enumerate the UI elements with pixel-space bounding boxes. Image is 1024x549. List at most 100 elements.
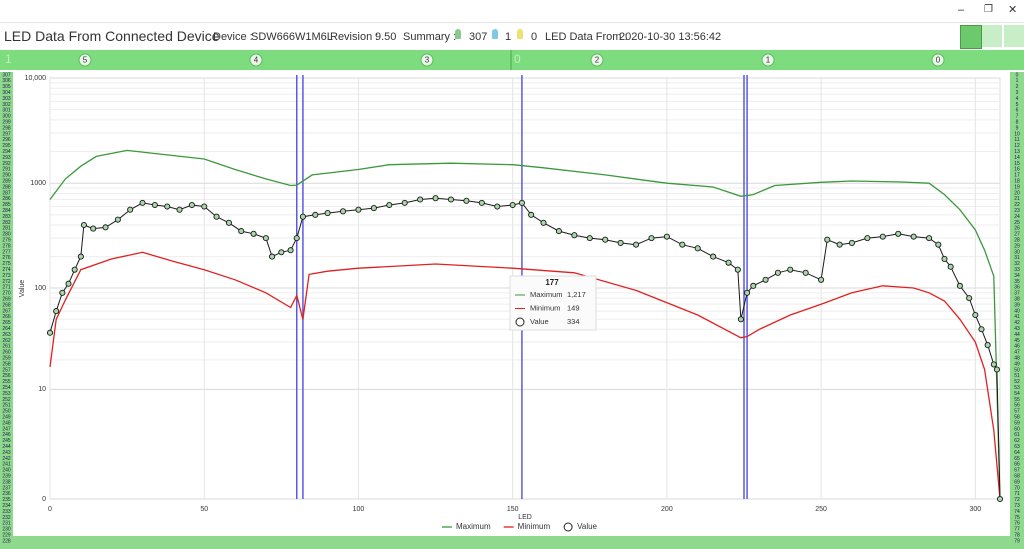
- plot-area: [49, 77, 1001, 500]
- left-strip-label: 229: [2, 533, 11, 539]
- right-strip-label: 34: [1014, 273, 1020, 279]
- tooltip-box: [509, 275, 597, 331]
- left-strip-label: 255: [2, 379, 11, 385]
- left-strip-label: 235: [2, 497, 11, 503]
- section-label: 5: [83, 56, 88, 65]
- left-strip-label: 250: [2, 409, 11, 415]
- series-line: [49, 197, 1001, 500]
- tooltip-value: 149: [567, 303, 580, 312]
- value-point: [225, 219, 232, 226]
- title-bar: – ❐ ✕: [0, 0, 1024, 23]
- right-strip-label: 51: [1014, 373, 1020, 379]
- left-strip-label: 233: [2, 509, 11, 515]
- search-button[interactable]: [1004, 25, 1024, 47]
- right-strip-label: 29: [1014, 243, 1020, 249]
- left-strip-label: 247: [2, 426, 11, 432]
- left-strip-label: 274: [2, 267, 11, 273]
- left-strip-label: 287: [2, 190, 11, 196]
- left-strip-label: 290: [2, 173, 11, 179]
- blue-led-icon: [492, 29, 498, 39]
- right-strip-label: 0: [1016, 72, 1019, 78]
- right-strip-label: 75: [1014, 515, 1020, 521]
- tooltip-name: Value: [530, 317, 549, 326]
- right-strip-label: 44: [1014, 332, 1020, 338]
- value-point: [895, 230, 902, 237]
- section-label: 3: [425, 56, 430, 65]
- left-strip-label: 297: [2, 131, 11, 137]
- value-point: [734, 266, 741, 273]
- right-strip-label: 22: [1014, 202, 1020, 208]
- right-strip-label: 56: [1014, 403, 1020, 409]
- left-strip-label: 300: [2, 114, 11, 120]
- x-axis-label: LED: [518, 514, 532, 521]
- right-strip-label: 46: [1014, 344, 1020, 350]
- value-point: [990, 361, 997, 368]
- x-tick-label: 250: [815, 506, 827, 513]
- right-strip-label: 45: [1014, 338, 1020, 344]
- right-strip-label: 32: [1014, 261, 1020, 267]
- export-button[interactable]: [960, 25, 982, 49]
- left-strip-label: 236: [2, 491, 11, 497]
- value-point: [818, 276, 825, 283]
- value-point: [926, 235, 933, 242]
- section-faded: 1: [5, 52, 12, 66]
- value-point: [312, 211, 319, 218]
- minimize-button[interactable]: –: [958, 4, 965, 16]
- left-strip-label: 283: [2, 214, 11, 220]
- left-strip-label: 248: [2, 420, 11, 426]
- tooltip-name: Minimum: [530, 303, 560, 312]
- value-point: [710, 253, 717, 260]
- left-strip-label: 272: [2, 279, 11, 285]
- value-point: [966, 295, 973, 302]
- legend-label: Minimum: [518, 522, 551, 531]
- right-strip-label: 30: [1014, 249, 1020, 255]
- tooltip-value: 334: [567, 317, 580, 326]
- value-point: [750, 282, 757, 289]
- restore-button[interactable]: ❐: [984, 4, 993, 15]
- left-strip-label: 232: [2, 515, 11, 521]
- right-strip-label: 18: [1014, 179, 1020, 185]
- left-strip-label: 298: [2, 125, 11, 131]
- left-strip-label: 245: [2, 438, 11, 444]
- tooltip: 177 Maximum 1,217 Minimum 149 Value 334: [509, 275, 597, 331]
- value-point: [59, 289, 66, 296]
- x-tick-label: 50: [200, 506, 208, 513]
- from-label: LED Data From :: [545, 31, 628, 43]
- left-strip-label: 271: [2, 285, 11, 291]
- section-badge: [761, 53, 775, 67]
- left-strip-label: 280: [2, 232, 11, 238]
- left-strip-label: 231: [2, 521, 11, 527]
- series-line: [49, 251, 1001, 500]
- value-point: [744, 289, 751, 296]
- settings-button[interactable]: [982, 25, 1002, 47]
- close-button[interactable]: ✕: [1008, 4, 1018, 16]
- right-strip-label: 23: [1014, 208, 1020, 214]
- value-point: [984, 342, 991, 349]
- left-strip-label: 262: [2, 338, 11, 344]
- right-strip-label: 25: [1014, 220, 1020, 226]
- value-point: [80, 221, 87, 229]
- tooltip-name: Maximum: [530, 290, 563, 299]
- series-line: [49, 149, 1001, 500]
- left-strip-label: 291: [2, 167, 11, 173]
- value-point: [947, 263, 954, 270]
- left-strip-label: 282: [2, 220, 11, 226]
- value-point: [213, 213, 220, 220]
- right-strip-label: 37: [1014, 291, 1020, 297]
- value-point: [65, 280, 72, 287]
- right-strip-label: 2: [1016, 84, 1019, 90]
- value-point: [53, 308, 60, 315]
- right-strip-label: 26: [1014, 226, 1020, 232]
- right-strip-label: 65: [1014, 456, 1020, 462]
- value-point: [176, 206, 183, 213]
- value-point: [278, 249, 285, 256]
- right-strip-label: 52: [1014, 379, 1020, 385]
- y-tick-label: 1000: [30, 180, 46, 187]
- right-strip-label: 49: [1014, 361, 1020, 367]
- left-strip-label: 289: [2, 179, 11, 185]
- value-point: [293, 235, 300, 242]
- right-strip-label: 4: [1016, 96, 1019, 102]
- left-strip-label: 246: [2, 432, 11, 438]
- right-strip-label: 16: [1014, 167, 1020, 173]
